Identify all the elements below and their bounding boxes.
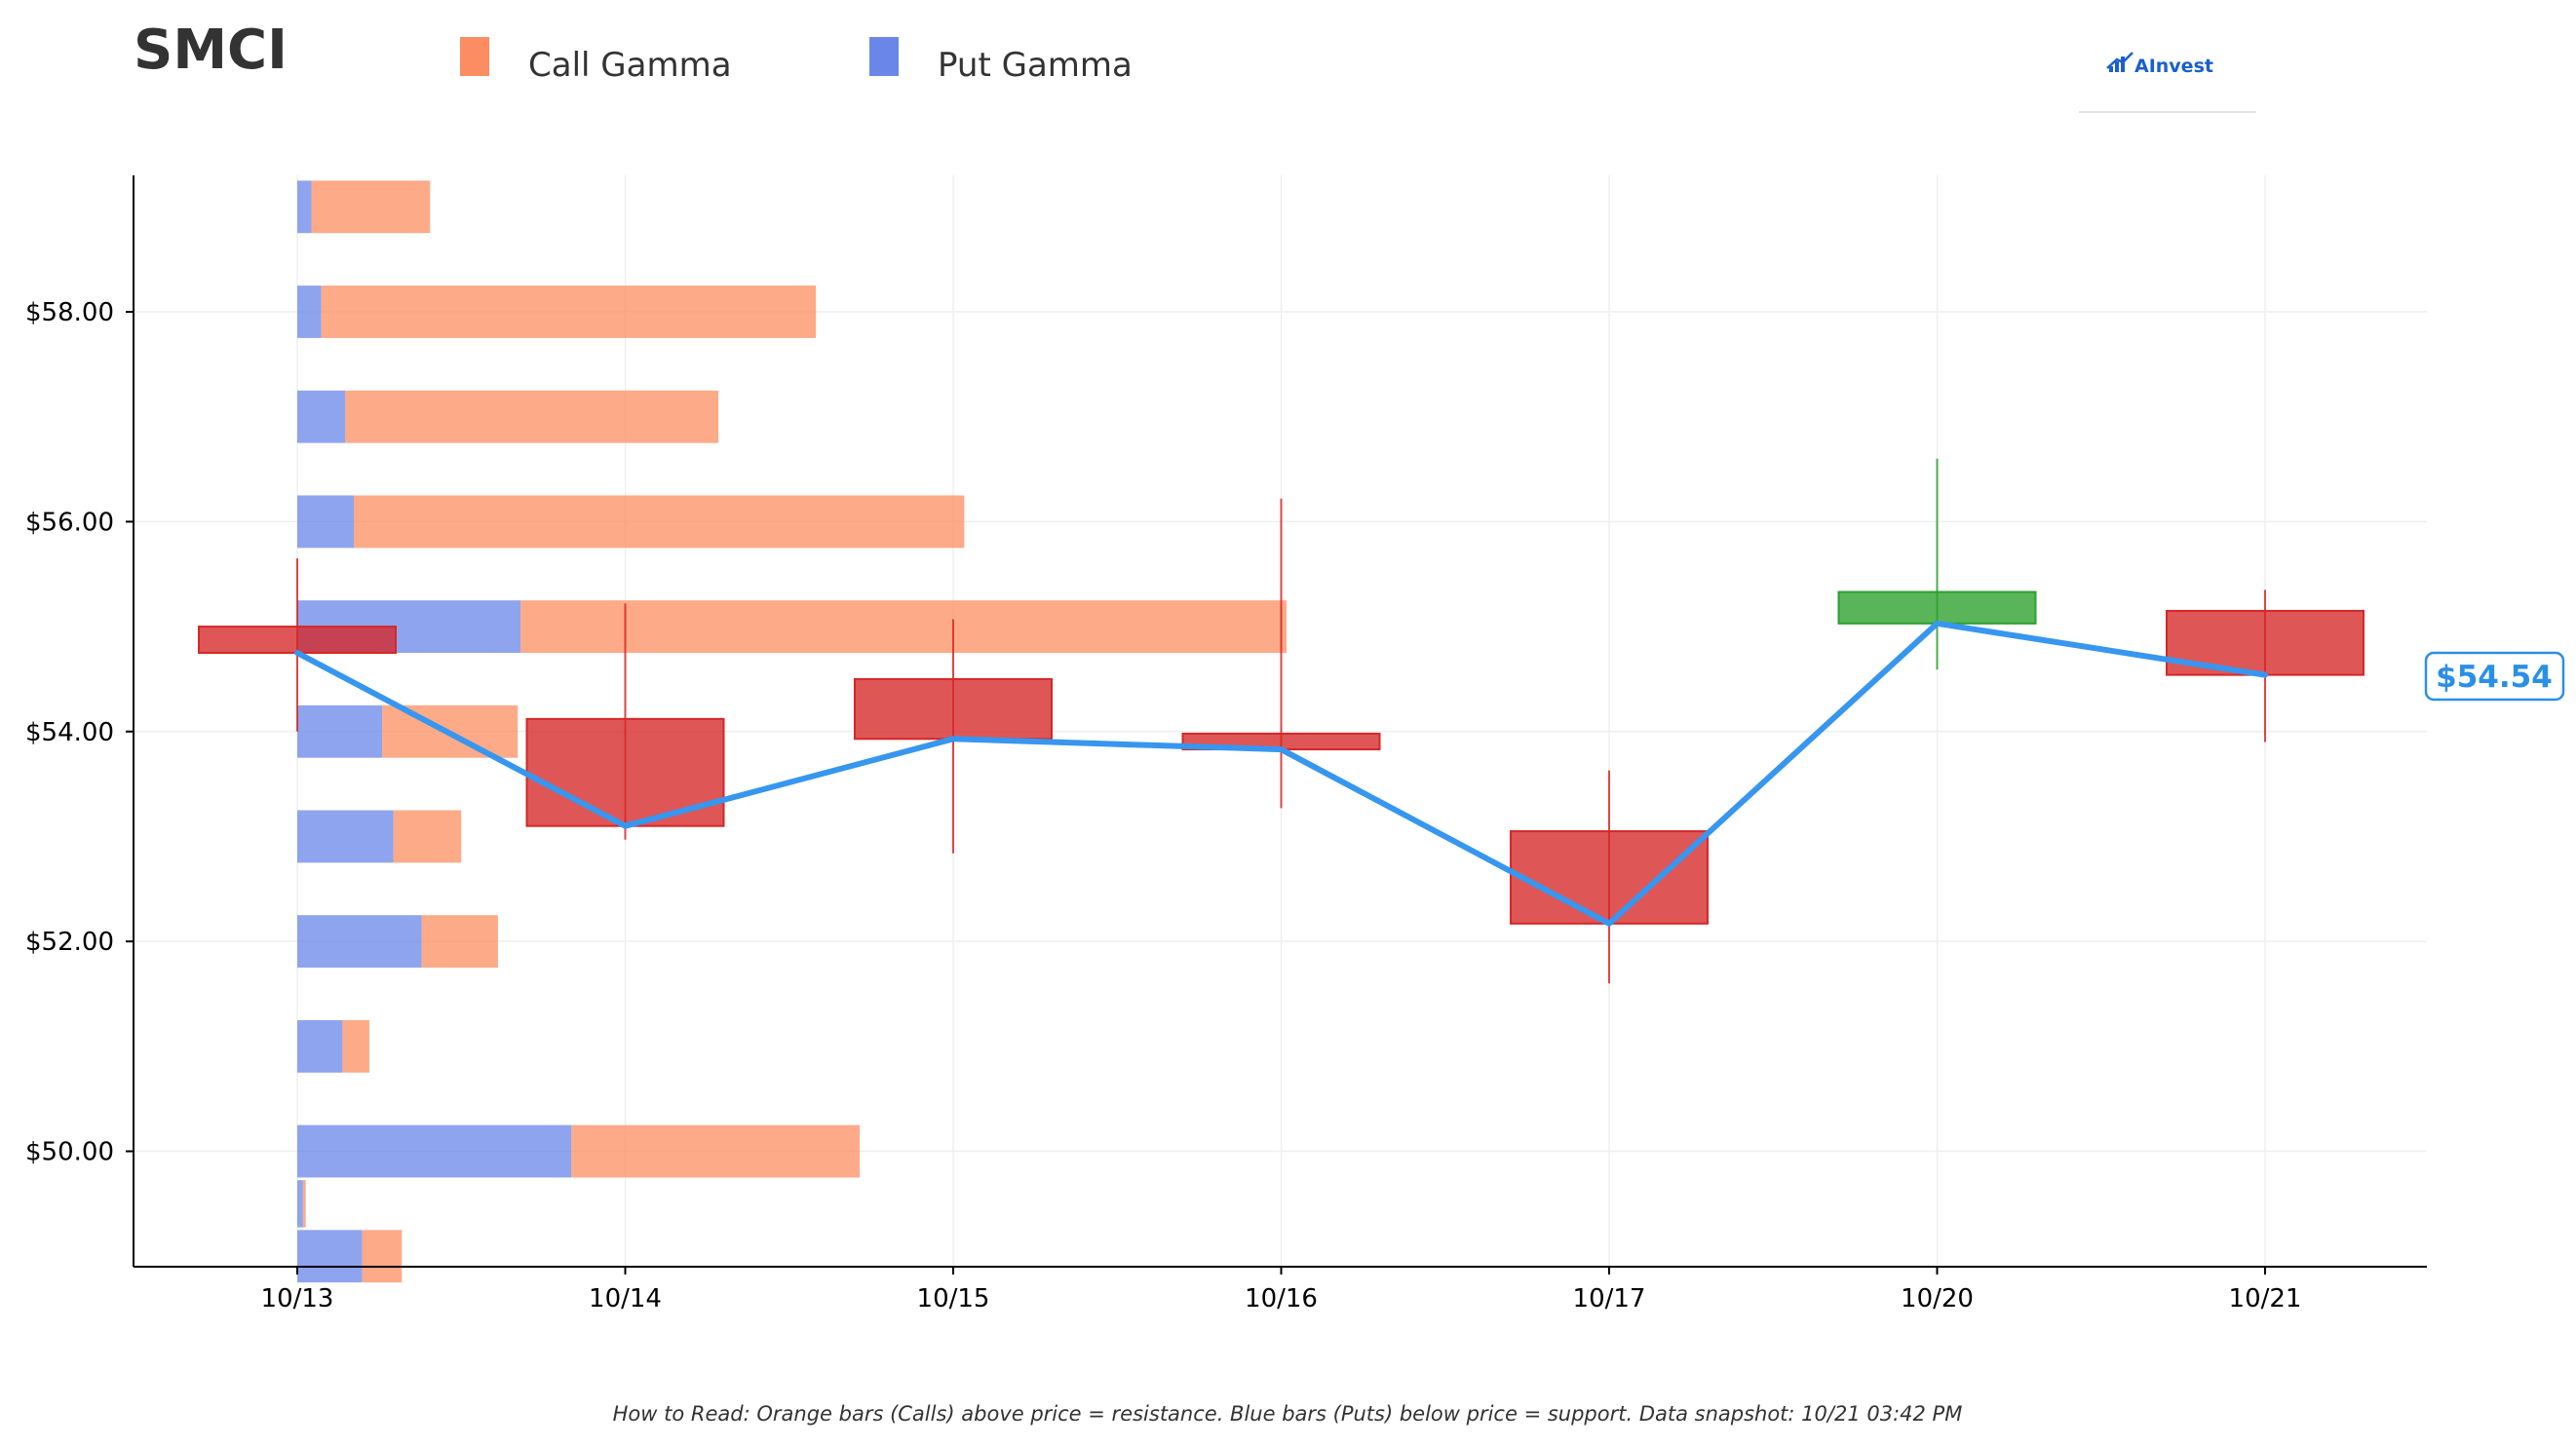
call-gamma-bar-7 (421, 915, 498, 969)
call-gamma-bar-11 (362, 1230, 403, 1283)
x-tick-label-5: 10/20 (1901, 1284, 1974, 1313)
chart-title: SMCI (134, 19, 288, 82)
legend-put-label: Put Gamma (938, 46, 1133, 85)
logo-text: AInvest (2134, 56, 2213, 77)
put-gamma-bar-1 (297, 285, 322, 338)
put-gamma-bar-11 (297, 1230, 363, 1283)
call-gamma-bar-6 (393, 810, 462, 863)
x-tick-label-4: 10/17 (1573, 1284, 1646, 1313)
close-price-line (294, 620, 2268, 927)
put-gamma-bar-0 (297, 180, 312, 234)
call-gamma-bar-3 (354, 495, 965, 549)
candle-body-0 (198, 626, 397, 654)
ainvest-logo: AInvest (2079, 52, 2256, 113)
x-tick-label-1: 10/14 (589, 1284, 662, 1313)
call-gamma-bar-0 (311, 180, 431, 234)
call-gamma-bar-9 (571, 1124, 861, 1178)
logo-chart-icon (2106, 52, 2134, 72)
candle-body-4 (1510, 830, 1709, 925)
put-gamma-bar-10 (297, 1180, 303, 1228)
candle-body-2 (854, 677, 1053, 741)
call-gamma-bar-1 (321, 285, 817, 338)
x-tick-label-6: 10/21 (2229, 1284, 2302, 1313)
call-gamma-bar-10 (302, 1180, 306, 1228)
footer-note: How to Read: Orange bars (Calls) above p… (613, 1402, 1963, 1426)
call-gamma-bar-4 (520, 600, 1287, 653)
call-gamma-bar-8 (342, 1019, 369, 1073)
put-gamma-bar-6 (297, 810, 394, 863)
put-gamma-bar-2 (297, 390, 346, 443)
current-price-label: $54.54 (2436, 660, 2553, 695)
y-tick-label-4: $58.00 (25, 298, 114, 327)
y-tick-label-2: $54.00 (25, 718, 114, 747)
put-gamma-bar-9 (297, 1124, 572, 1178)
x-tick-label-3: 10/16 (1245, 1284, 1318, 1313)
x-tick-label-2: 10/15 (917, 1284, 990, 1313)
legend-call-label: Call Gamma (528, 46, 732, 85)
y-tick-label-3: $56.00 (25, 508, 114, 537)
legend-put-swatch (869, 37, 899, 76)
put-gamma-bar-7 (297, 915, 422, 969)
y-tick-label-1: $52.00 (25, 928, 114, 957)
call-gamma-bar-2 (345, 390, 719, 443)
x-tick-label-0: 10/13 (261, 1284, 334, 1313)
put-gamma-bar-8 (297, 1019, 343, 1073)
y-tick-label-0: $50.00 (25, 1138, 114, 1167)
put-gamma-bar-3 (297, 495, 354, 549)
current-price-badge: $54.54 (2424, 651, 2565, 702)
legend-call-swatch (460, 37, 489, 76)
candle-body-5 (1837, 590, 2037, 625)
put-gamma-bar-5 (297, 704, 382, 758)
